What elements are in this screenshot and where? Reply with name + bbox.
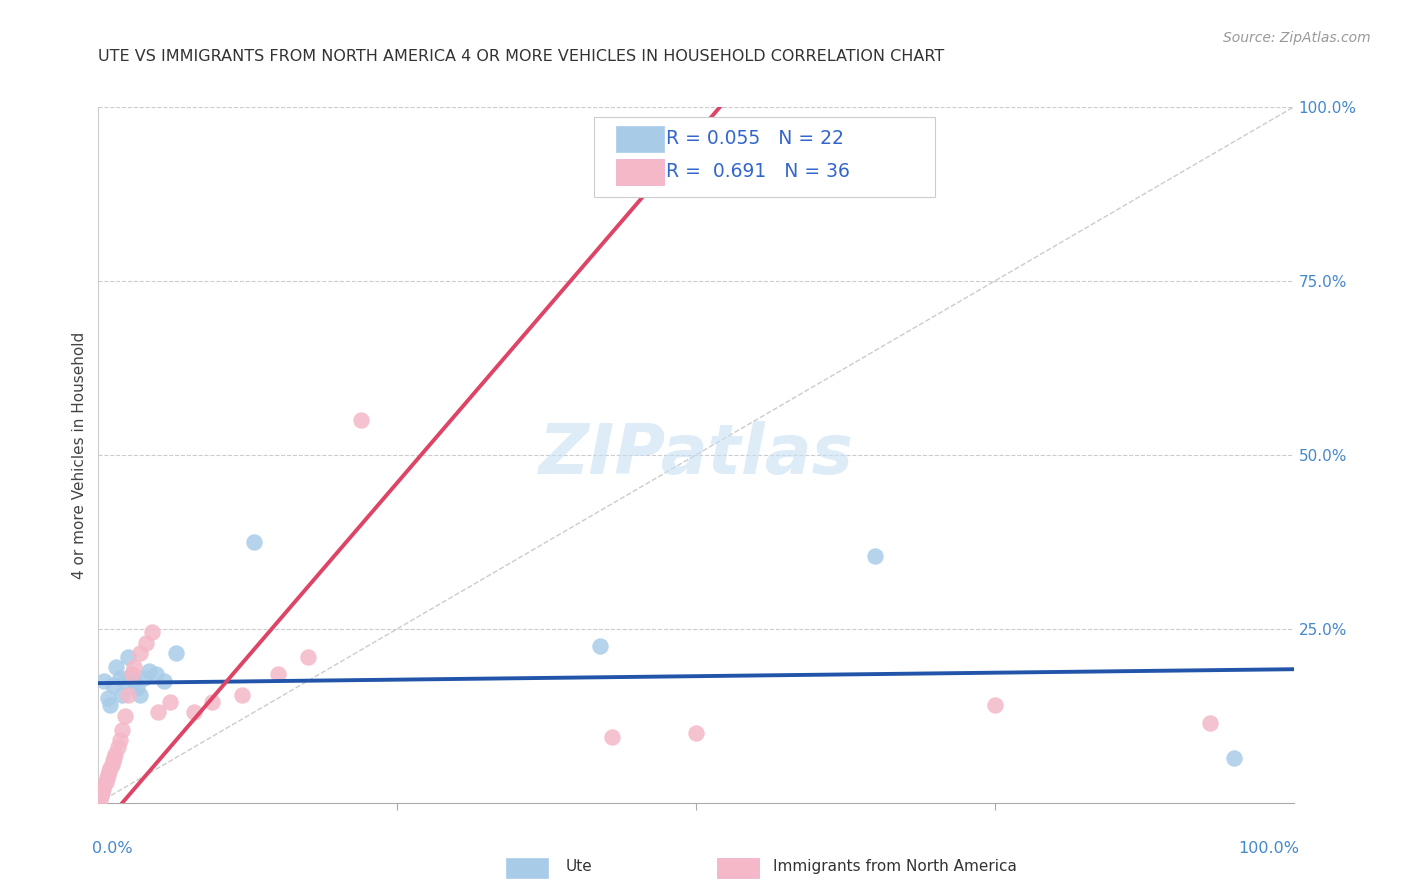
Point (243, 534, 266, 549)
Point (96, 772, 118, 786)
Point (148, 706, 170, 720)
Point (114, 674, 136, 689)
Text: R = 0.055   N = 22: R = 0.055 N = 22 (666, 128, 844, 148)
Point (1223, 750, 1246, 764)
Point (104, 747, 127, 761)
Point (114, 708, 136, 723)
Point (153, 674, 176, 689)
Point (145, 667, 167, 681)
Point (94, 775, 117, 789)
Point (138, 664, 160, 678)
Point (121, 667, 143, 681)
Point (97, 691, 120, 706)
Point (108, 671, 131, 685)
Point (91, 785, 114, 799)
Point (124, 660, 146, 674)
Point (101, 754, 124, 768)
Point (865, 549, 887, 563)
Point (297, 649, 319, 664)
Point (107, 740, 129, 755)
Text: 100.0%: 100.0% (1239, 841, 1299, 856)
Point (103, 750, 125, 764)
Point (589, 639, 612, 653)
Point (129, 688, 152, 702)
Point (108, 733, 131, 747)
Point (98, 764, 121, 779)
FancyBboxPatch shape (595, 118, 935, 197)
Point (231, 688, 253, 702)
Point (159, 695, 181, 709)
Point (98, 698, 122, 713)
Point (93, 778, 115, 793)
Point (132, 671, 155, 685)
FancyBboxPatch shape (616, 159, 664, 185)
Point (121, 667, 143, 681)
Text: Source: ZipAtlas.com: Source: ZipAtlas.com (1223, 31, 1371, 45)
Point (98, 761, 122, 775)
Point (135, 636, 157, 650)
Point (117, 688, 139, 702)
Point (201, 695, 224, 709)
Point (602, 730, 624, 744)
Point (97, 768, 120, 782)
Text: ZIPatlas: ZIPatlas (538, 421, 853, 489)
Point (984, 698, 1007, 713)
Point (101, 677, 124, 691)
Text: UTE VS IMMIGRANTS FROM NORTH AMERICA 4 OR MORE VEHICLES IN HOUSEHOLD CORRELATION: UTE VS IMMIGRANTS FROM NORTH AMERICA 4 O… (98, 49, 945, 64)
Point (111, 723, 134, 737)
Point (141, 625, 163, 640)
Point (100, 757, 122, 772)
Point (1199, 715, 1222, 730)
Point (117, 649, 139, 664)
Point (125, 681, 148, 695)
Text: Ute: Ute (565, 859, 592, 873)
Text: Immigrants from North America: Immigrants from North America (773, 859, 1017, 873)
Point (129, 646, 152, 660)
Text: R =  0.691   N = 36: R = 0.691 N = 36 (666, 161, 851, 180)
Point (91, 781, 114, 796)
Text: 0.0%: 0.0% (93, 841, 134, 856)
Point (124, 674, 146, 689)
Point (267, 667, 290, 681)
Point (165, 646, 187, 660)
Point (89, 792, 111, 806)
Point (350, 413, 373, 427)
Point (183, 706, 205, 720)
Point (90, 789, 112, 803)
Point (105, 660, 128, 674)
Point (685, 726, 707, 740)
FancyBboxPatch shape (616, 126, 664, 153)
Y-axis label: 4 or more Vehicles in Household: 4 or more Vehicles in Household (72, 331, 87, 579)
Point (111, 688, 134, 702)
Point (93, 674, 115, 689)
